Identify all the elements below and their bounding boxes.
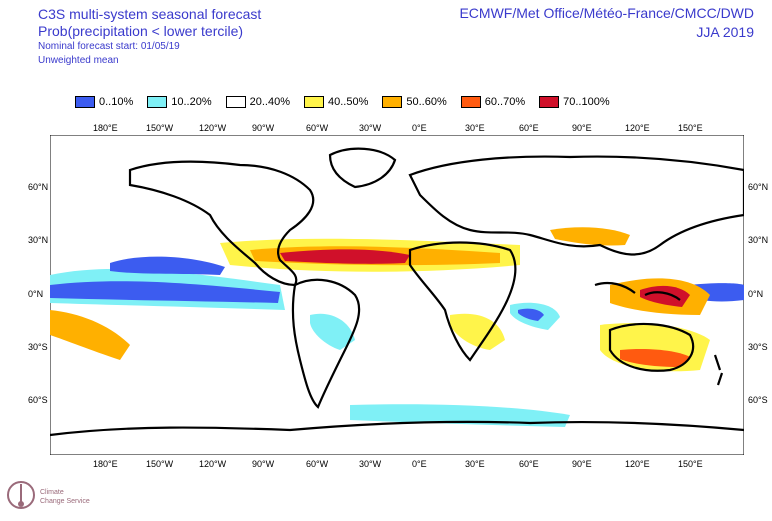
coast-africa [408, 241, 517, 362]
legend-swatch [539, 96, 560, 108]
lon-tick-label: 120°E [625, 123, 650, 133]
c3s-logo: Climate Change Service [6, 478, 106, 518]
lat-tick-label-right: 30°N [748, 235, 769, 245]
lat-tick-label-left: 60°S [28, 395, 48, 405]
shade-sw-pacific-orange [50, 310, 130, 360]
lon-tick-label: 180°E [93, 123, 118, 133]
map-svg [50, 135, 744, 455]
lat-tick-label-left: 30°N [28, 235, 49, 245]
legend-label: 70..100% [563, 96, 610, 108]
lon-tick-label: 30°W [359, 459, 382, 469]
lon-tick-label: 180°E [93, 459, 118, 469]
lon-tick-label: 90°E [572, 123, 592, 133]
legend-label: 20..40% [249, 96, 290, 108]
shade-atlantic-red [280, 249, 410, 264]
shade-africa-yellow [450, 313, 505, 350]
lon-tick-label: 60°E [519, 123, 539, 133]
legend-item: 60..70% [460, 96, 526, 108]
legend-item: 50..60% [382, 96, 447, 108]
title-block: C3S multi-system seasonal forecast Prob(… [38, 6, 261, 68]
season-label: JJA 2019 [696, 24, 754, 40]
logo-text: Climate Change Service [40, 488, 90, 506]
lat-tick-label-right: 60°N [748, 182, 769, 192]
lon-tick-label: 120°W [199, 123, 227, 133]
legend-label: 10..20% [171, 96, 212, 108]
lat-tick-label-right: 0°N [748, 289, 764, 299]
title-right-block: ECMWF/Met Office/Météo-France/CMCC/DWD J… [459, 4, 754, 42]
coast-new-zealand [713, 354, 724, 386]
lat-tick-label-right: 30°S [748, 342, 768, 352]
lat-tick-label-right: 60°S [748, 395, 768, 405]
shade-sam-cyan [310, 313, 355, 350]
lon-tick-label: 90°W [252, 123, 275, 133]
lon-tick-label: 120°W [199, 459, 227, 469]
legend-swatch [147, 96, 168, 108]
logo-line1: Climate [40, 489, 64, 496]
shade-pacific-blue [50, 281, 280, 303]
legend-item: 70..100% [539, 96, 610, 108]
lon-tick-label: 60°W [306, 123, 329, 133]
title-line1: C3S multi-system seasonal forecast [38, 6, 262, 22]
lat-tick-label-left: 0°N [28, 289, 44, 299]
lon-tick-label: 30°E [465, 123, 485, 133]
coast-greenland [328, 147, 397, 189]
legend-item: 0..10% [75, 96, 133, 108]
weighting-note: Unweighted mean [38, 55, 119, 66]
coast-antarctica [50, 420, 744, 437]
coast-south-america [291, 278, 361, 409]
lon-tick-label: 60°W [306, 459, 329, 469]
legend-swatch [460, 96, 481, 108]
color-legend: 0..10% 10..20% 20..40% 40..50% 50..60% 60..70… [75, 96, 624, 108]
lon-tick-label: 150°W [146, 459, 174, 469]
shade-indian-blue [518, 308, 544, 321]
lon-tick-label: 0°E [412, 459, 427, 469]
world-map [50, 135, 744, 455]
shade-australia-red [620, 348, 690, 367]
legend-label: 50..60% [406, 96, 447, 108]
shade-asia-orange [550, 227, 630, 246]
legend-swatch [225, 96, 246, 108]
coast-australia [608, 322, 695, 372]
shade-north-pacific-blue [110, 256, 225, 275]
shade-indonesia-red [640, 285, 690, 307]
title-line2: Prob(precipitation < lower tercile) [38, 23, 244, 39]
lon-tick-label: 30°W [359, 123, 382, 133]
lon-tick-label: 150°W [146, 123, 174, 133]
legend-label: 40..50% [328, 96, 369, 108]
centres-list: ECMWF/Met Office/Météo-France/CMCC/DWD [459, 5, 754, 21]
logo-line2: Change Service [40, 498, 90, 505]
lon-tick-label: 30°E [465, 459, 485, 469]
lat-tick-label-left: 30°S [28, 342, 48, 352]
lon-tick-label: 0°E [412, 123, 427, 133]
coast-indonesia [594, 281, 681, 301]
coastlines [50, 147, 744, 437]
legend-label: 60..70% [484, 96, 526, 108]
lon-tick-label: 90°W [252, 459, 275, 469]
logo-emblem-icon [7, 481, 35, 509]
legend-item: 10..20% [147, 96, 212, 108]
lon-tick-label: 120°E [625, 459, 650, 469]
lat-tick-label-left: 60°N [28, 182, 49, 192]
shading-layer [50, 227, 744, 427]
coast-eurasia [408, 155, 744, 256]
lon-tick-label: 150°E [678, 459, 703, 469]
legend-label: 0..10% [99, 96, 134, 108]
lon-tick-label: 60°E [519, 459, 539, 469]
legend-swatch [382, 96, 403, 108]
lon-tick-label: 90°E [572, 459, 592, 469]
lon-tick-label: 150°E [678, 123, 703, 133]
legend-item: 20..40% [225, 96, 290, 108]
shade-southern-cyan [350, 404, 570, 427]
forecast-start: Nominal forecast start: 01/05/19 [38, 41, 180, 52]
legend-swatch [304, 96, 324, 108]
coast-north-america [128, 160, 315, 287]
legend-item: 40..50% [304, 96, 368, 108]
legend-swatch [75, 96, 95, 108]
